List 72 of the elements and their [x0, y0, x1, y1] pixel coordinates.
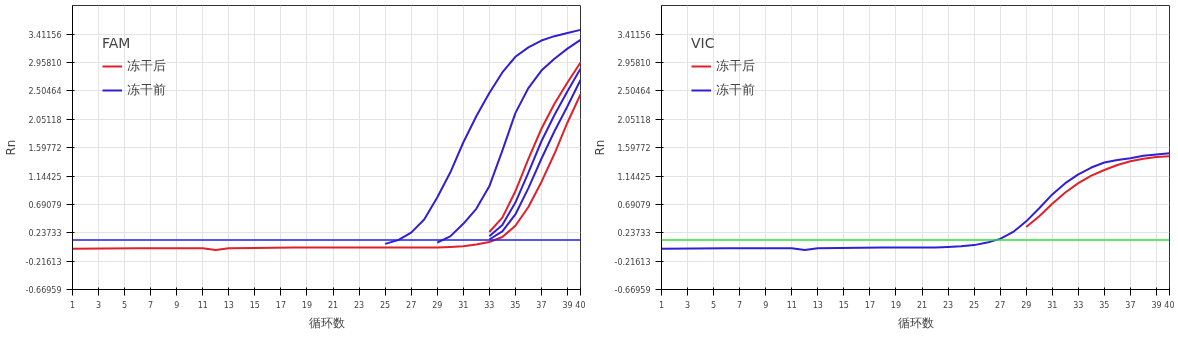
y-tick-label: 2.05118	[28, 115, 62, 125]
y-tick-label: 2.95810	[617, 59, 651, 69]
x-tick-label: 17	[864, 300, 876, 310]
x-tick-label: 39	[562, 300, 573, 310]
x-tick-label: 37	[1125, 300, 1136, 310]
x-tick-label: 37	[536, 300, 547, 310]
x-tick-label: 29	[432, 300, 443, 310]
x-tick-label: 19	[301, 300, 313, 310]
x-tick-label: 29	[1021, 300, 1032, 310]
x-tick-label: 7	[737, 300, 743, 310]
x-tick-label: 13	[812, 300, 823, 310]
x-axis-title: 循环数	[897, 315, 934, 330]
y-tick-label: 0.23733	[617, 229, 651, 239]
x-tick-label: 3	[96, 300, 102, 310]
x-tick-label: 35	[1099, 300, 1110, 310]
y-tick-label: 2.95810	[28, 59, 62, 69]
x-tick-label: 3	[685, 300, 691, 310]
x-tick-label: 33	[484, 300, 495, 310]
legend-label: 冻干后	[716, 57, 755, 75]
y-tick-label: 2.50464	[28, 87, 62, 97]
x-tick-label: 39	[1151, 300, 1162, 310]
x-tick-label: 19	[890, 300, 902, 310]
y-tick-label: 2.50464	[617, 87, 651, 97]
y-axis-title: Rn	[3, 139, 18, 156]
x-tick-label: 40	[575, 300, 586, 310]
x-tick-label: 21	[916, 300, 928, 310]
x-tick-label: 23	[942, 300, 954, 310]
y-tick-label: 0.69079	[28, 200, 62, 210]
legend-title: FAM	[102, 35, 132, 51]
x-tick-label: 7	[148, 300, 154, 310]
x-tick-label: 35	[510, 300, 521, 310]
x-tick-label: 5	[122, 300, 128, 310]
y-tick-label: -0.66959	[25, 286, 62, 295]
legend-label: 冻干前	[127, 81, 166, 99]
x-tick-label: 11	[197, 300, 208, 310]
y-axis-title: Rn	[592, 139, 607, 156]
legend-label: 冻干前	[716, 81, 755, 99]
x-axis-title: 循环数	[308, 315, 345, 330]
y-tick-label: -0.21613	[25, 257, 62, 267]
x-tick-label: 40	[1164, 300, 1175, 310]
x-tick-label: 5	[711, 300, 717, 310]
x-tick-label: 31	[1047, 300, 1058, 310]
x-tick-label: 21	[327, 300, 339, 310]
x-tick-label: 25	[969, 300, 980, 310]
y-tick-label: 1.14425	[28, 172, 62, 182]
x-tick-label: 27	[406, 300, 417, 310]
y-tick-label: 1.59772	[28, 144, 62, 154]
y-tick-label: 3.41156	[28, 30, 62, 40]
y-tick-label: 1.59772	[617, 144, 651, 154]
x-tick-label: 17	[275, 300, 287, 310]
x-tick-label: 9	[763, 300, 769, 310]
x-tick-label: 31	[458, 300, 469, 310]
legend-label: 冻干后	[127, 57, 166, 75]
x-tick-label: 27	[995, 300, 1006, 310]
y-tick-label: 2.05118	[617, 115, 651, 125]
x-tick-label: 23	[353, 300, 365, 310]
x-tick-label: 1	[658, 300, 665, 310]
x-tick-label: 1	[69, 300, 76, 310]
x-tick-label: 11	[786, 300, 797, 310]
y-tick-label: 1.14425	[617, 172, 651, 182]
y-tick-label: 0.69079	[617, 200, 651, 210]
x-tick-label: 25	[380, 300, 391, 310]
y-tick-label: -0.21613	[614, 257, 651, 267]
x-tick-label: 9	[174, 300, 180, 310]
y-tick-label: 0.23733	[28, 229, 62, 239]
legend-title: VIC	[691, 35, 716, 51]
x-tick-label: 33	[1073, 300, 1084, 310]
y-tick-label: 3.41156	[617, 30, 651, 40]
y-tick-label: -0.66959	[614, 286, 651, 295]
x-tick-label: 15	[249, 300, 260, 310]
x-tick-label: 15	[838, 300, 849, 310]
x-tick-label: 13	[223, 300, 234, 310]
